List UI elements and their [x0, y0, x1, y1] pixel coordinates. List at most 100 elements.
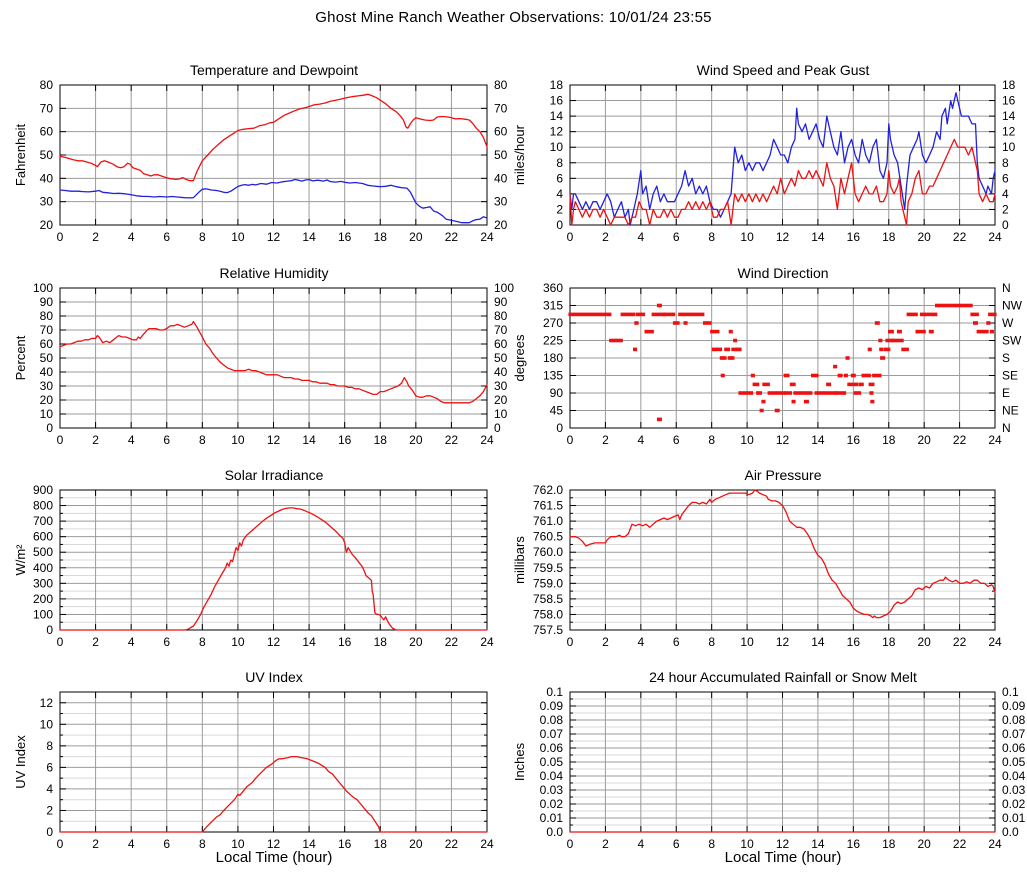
svg-text:225: 225	[543, 334, 563, 348]
wind-direction-series	[568, 303, 997, 422]
gridlines	[60, 85, 487, 225]
svg-text:12: 12	[550, 125, 564, 139]
svg-text:18: 18	[374, 433, 388, 447]
y-axis-unit-label: millibars	[512, 536, 527, 584]
temperature-series	[59, 93, 488, 182]
svg-text:0: 0	[57, 837, 64, 851]
svg-text:40: 40	[494, 365, 508, 379]
svg-text:18: 18	[374, 230, 388, 244]
svg-text:16: 16	[1002, 94, 1016, 108]
svg-text:80: 80	[494, 78, 508, 92]
svg-text:0: 0	[57, 230, 64, 244]
svg-text:8: 8	[199, 837, 206, 851]
svg-text:10: 10	[740, 230, 754, 244]
svg-text:30: 30	[494, 195, 508, 209]
y-axis-unit-label: Inches	[512, 742, 527, 781]
svg-text:18: 18	[374, 635, 388, 649]
air-pressure-series	[569, 489, 996, 619]
svg-text:4: 4	[128, 837, 135, 851]
y-axis-unit-label: degrees	[512, 334, 527, 381]
svg-text:761.0: 761.0	[533, 514, 563, 528]
svg-text:180: 180	[543, 351, 563, 365]
svg-text:18: 18	[374, 837, 388, 851]
svg-text:757.5: 757.5	[533, 623, 563, 637]
svg-text:10: 10	[40, 717, 54, 731]
svg-text:12: 12	[776, 433, 790, 447]
svg-text:E: E	[1002, 386, 1010, 400]
x-tick-labels: 0 2 4 6 8 10 12 14 16 18 20 22 24	[57, 230, 494, 244]
svg-text:0.0: 0.0	[546, 825, 563, 839]
svg-text:760.0: 760.0	[533, 545, 563, 559]
svg-text:0.01: 0.01	[540, 811, 564, 825]
svg-text:24: 24	[988, 230, 1002, 244]
uv-index-chart-title: UV Index	[245, 669, 303, 685]
svg-text:4: 4	[637, 230, 644, 244]
svg-text:0.06: 0.06	[540, 741, 564, 755]
svg-text:22: 22	[953, 837, 967, 851]
svg-text:18: 18	[882, 635, 896, 649]
y-tick-labels: 20 30 40 50 60 70 80 20 30 40 50 60 70 80	[40, 78, 508, 232]
svg-text:4: 4	[637, 635, 644, 649]
svg-text:30: 30	[494, 379, 508, 393]
svg-text:14: 14	[811, 837, 825, 851]
svg-text:0.07: 0.07	[540, 727, 564, 741]
svg-text:0.08: 0.08	[1002, 713, 1026, 727]
svg-text:16: 16	[338, 837, 352, 851]
svg-text:16: 16	[338, 230, 352, 244]
svg-text:22: 22	[953, 433, 967, 447]
svg-text:10: 10	[740, 433, 754, 447]
svg-text:4: 4	[637, 433, 644, 447]
svg-text:24: 24	[480, 837, 494, 851]
y-axis-unit-label: Fahrenheit	[13, 124, 28, 187]
svg-text:90: 90	[494, 295, 508, 309]
svg-text:0.01: 0.01	[1002, 811, 1026, 825]
svg-text:22: 22	[445, 635, 459, 649]
svg-text:20: 20	[409, 837, 423, 851]
y-tick-labels: 0 45 90 135 180 225 270 315 360 N NE E SE S SW W NW N	[543, 281, 1023, 435]
svg-text:0: 0	[567, 230, 574, 244]
solar-irradiance-series	[59, 507, 488, 631]
svg-text:60: 60	[494, 337, 508, 351]
svg-text:0.0: 0.0	[1002, 825, 1019, 839]
svg-text:90: 90	[550, 386, 564, 400]
svg-text:20: 20	[409, 635, 423, 649]
svg-text:24: 24	[480, 230, 494, 244]
svg-text:22: 22	[445, 837, 459, 851]
svg-text:10: 10	[231, 837, 245, 851]
svg-text:16: 16	[847, 230, 861, 244]
svg-text:100: 100	[494, 281, 514, 295]
svg-text:315: 315	[543, 299, 563, 313]
svg-text:200: 200	[33, 592, 53, 606]
svg-text:SW: SW	[1002, 334, 1022, 348]
svg-text:12: 12	[776, 635, 790, 649]
svg-text:8: 8	[1002, 156, 1009, 170]
relative-humidity-chart-title: Relative Humidity	[219, 265, 329, 281]
svg-text:W: W	[1002, 316, 1014, 330]
svg-text:800: 800	[33, 499, 53, 513]
y-axis-unit-label: W/m²	[13, 544, 28, 576]
svg-text:10: 10	[231, 635, 245, 649]
svg-text:14: 14	[302, 837, 316, 851]
svg-text:16: 16	[338, 433, 352, 447]
tick-marks	[569, 287, 996, 429]
svg-text:762.0: 762.0	[533, 483, 563, 497]
svg-text:10: 10	[1002, 140, 1016, 154]
svg-text:0.08: 0.08	[540, 713, 564, 727]
x-tick-labels: 0 2 4 6 8 10 12 14 16 18 20 22 24	[57, 837, 494, 851]
svg-text:14: 14	[302, 433, 316, 447]
svg-text:24: 24	[988, 433, 1002, 447]
svg-text:4: 4	[556, 187, 563, 201]
svg-text:24: 24	[988, 837, 1002, 851]
svg-text:10: 10	[550, 140, 564, 154]
tick-marks	[59, 287, 488, 429]
svg-text:0: 0	[556, 421, 563, 435]
svg-text:24: 24	[480, 635, 494, 649]
svg-text:0.09: 0.09	[1002, 699, 1026, 713]
svg-text:4: 4	[1002, 187, 1009, 201]
x-tick-labels: 0 2 4 6 8 10 12 14 16 18 20 22 24	[57, 433, 494, 447]
svg-text:759.5: 759.5	[533, 561, 563, 575]
svg-text:70: 70	[40, 323, 54, 337]
svg-text:20: 20	[494, 218, 508, 232]
